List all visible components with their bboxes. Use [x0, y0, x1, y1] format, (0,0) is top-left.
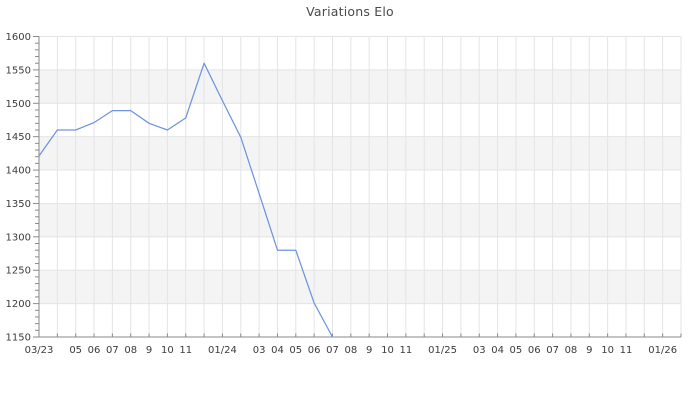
y-axis-label: 1350: [6, 199, 31, 210]
x-axis-label: 11: [399, 345, 412, 356]
x-axis-label: 07: [326, 345, 339, 356]
x-axis-label: 03: [253, 345, 266, 356]
plot-band: [39, 136, 681, 171]
x-axis-label: 06: [88, 345, 101, 356]
y-axis-label: 1600: [6, 32, 31, 43]
x-axis-label: 03/23: [25, 345, 54, 356]
x-axis-label: 01/25: [428, 345, 457, 356]
y-axis-label: 1200: [6, 299, 31, 310]
x-axis-label: 05: [69, 345, 82, 356]
plot-band: [39, 270, 681, 304]
x-axis-label: 10: [381, 345, 394, 356]
x-axis-label: 9: [586, 345, 592, 356]
x-axis-label: 11: [179, 345, 192, 356]
x-axis-label: 08: [565, 345, 578, 356]
x-axis-label: 11: [620, 345, 633, 356]
y-axis-label: 1150: [6, 333, 31, 344]
chart-title: Variations Elo: [306, 4, 394, 19]
y-axis-label: 1500: [6, 99, 31, 110]
plot-band: [39, 69, 681, 104]
x-axis-label: 06: [308, 345, 321, 356]
x-axis-label: 06: [528, 345, 541, 356]
x-axis-label: 07: [546, 345, 559, 356]
x-axis-label: 03: [473, 345, 486, 356]
x-axis-label: 9: [366, 345, 372, 356]
x-axis-label: 08: [124, 345, 137, 356]
x-axis-label: 04: [491, 345, 504, 356]
y-axis-label: 1550: [6, 65, 31, 76]
y-axis-label: 1300: [6, 232, 31, 243]
x-axis-label: 04: [271, 345, 284, 356]
y-axis-label: 1400: [6, 166, 31, 177]
x-axis-label: 01/24: [208, 345, 237, 356]
x-axis-label: 05: [510, 345, 523, 356]
x-axis-label: 10: [601, 345, 614, 356]
x-axis-label: 10: [161, 345, 174, 356]
x-axis-label: 07: [106, 345, 119, 356]
elo-series-line: [38, 62, 334, 338]
x-axis-label: 9: [146, 345, 152, 356]
x-axis-label: 05: [289, 345, 302, 356]
y-axis-label: 1450: [6, 132, 31, 143]
x-axis-label: 08: [344, 345, 357, 356]
y-axis-label: 1250: [6, 266, 31, 277]
x-axis-label: 01/26: [648, 345, 677, 356]
plot-band: [39, 203, 681, 237]
